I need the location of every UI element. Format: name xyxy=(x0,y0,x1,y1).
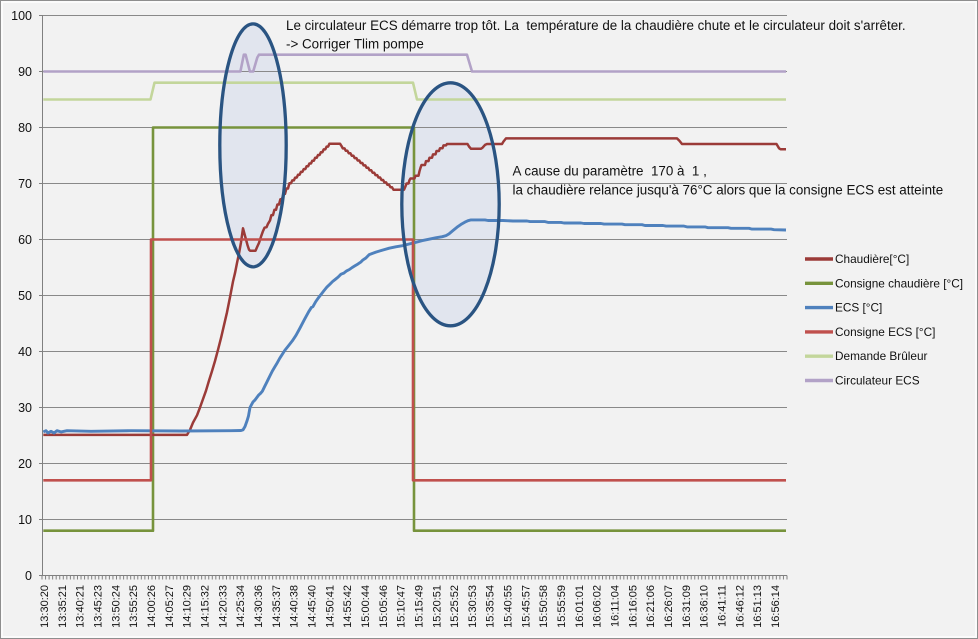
svg-text:14:00:26: 14:00:26 xyxy=(146,585,158,628)
svg-text:16:06:02: 16:06:02 xyxy=(592,585,604,628)
svg-text:Demande Brûleur: Demande Brûleur xyxy=(835,349,928,363)
svg-text:15:00:44: 15:00:44 xyxy=(360,585,372,628)
svg-text:15:35:54: 15:35:54 xyxy=(485,585,497,628)
svg-text:16:46:12: 16:46:12 xyxy=(734,585,746,628)
svg-text:16:51:13: 16:51:13 xyxy=(752,585,764,628)
svg-text:16:56:14: 16:56:14 xyxy=(770,585,782,628)
svg-text:30: 30 xyxy=(18,401,32,415)
svg-text:13:35:21: 13:35:21 xyxy=(57,585,69,628)
svg-text:Consigne chaudière [°C]: Consigne chaudière [°C] xyxy=(835,276,963,290)
svg-text:16:36:10: 16:36:10 xyxy=(699,585,711,628)
svg-text:0: 0 xyxy=(25,569,32,583)
svg-text:13:40:21: 13:40:21 xyxy=(75,585,87,628)
svg-text:15:15:49: 15:15:49 xyxy=(413,585,425,628)
svg-text:20: 20 xyxy=(18,457,32,471)
svg-text:Le circulateur ECS démarre tro: Le circulateur ECS démarre trop tôt. La … xyxy=(286,18,906,33)
svg-text:15:10:47: 15:10:47 xyxy=(396,585,408,628)
svg-text:16:31:09: 16:31:09 xyxy=(681,585,693,628)
svg-text:15:50:58: 15:50:58 xyxy=(538,585,550,628)
svg-text:13:30:20: 13:30:20 xyxy=(39,585,51,628)
svg-text:14:30:36: 14:30:36 xyxy=(253,585,265,628)
svg-text:la chaudière relance jusqu'à 7: la chaudière relance jusqu'à 76°C alors … xyxy=(513,183,944,198)
svg-text:14:10:29: 14:10:29 xyxy=(182,585,194,628)
svg-text:50: 50 xyxy=(18,289,32,303)
svg-text:13:45:23: 13:45:23 xyxy=(93,585,105,628)
svg-text:Circulateur ECS: Circulateur ECS xyxy=(835,374,920,388)
svg-text:A cause du paramètre 170 à 1: A cause du paramètre 170 à 1 , xyxy=(513,164,707,179)
svg-text:15:25:52: 15:25:52 xyxy=(449,585,461,628)
svg-text:16:26:07: 16:26:07 xyxy=(663,585,675,628)
svg-text:14:55:42: 14:55:42 xyxy=(342,585,354,628)
svg-text:16:21:06: 16:21:06 xyxy=(645,585,657,628)
svg-text:100: 100 xyxy=(11,9,32,23)
svg-text:Chaudière[°C]: Chaudière[°C] xyxy=(835,252,909,266)
svg-text:14:40:38: 14:40:38 xyxy=(289,585,301,628)
svg-text:Consigne ECS [°C]: Consigne ECS [°C] xyxy=(835,325,935,339)
svg-text:14:05:27: 14:05:27 xyxy=(164,585,176,628)
svg-text:16:01:01: 16:01:01 xyxy=(574,585,586,628)
svg-text:15:30:53: 15:30:53 xyxy=(467,585,479,628)
svg-text:80: 80 xyxy=(18,121,32,135)
svg-text:14:25:34: 14:25:34 xyxy=(235,585,247,628)
svg-text:60: 60 xyxy=(18,233,32,247)
svg-text:15:40:55: 15:40:55 xyxy=(503,585,515,628)
svg-text:14:45:40: 14:45:40 xyxy=(306,585,318,628)
svg-text:16:16:05: 16:16:05 xyxy=(627,585,639,628)
svg-text:15:55:59: 15:55:59 xyxy=(556,585,568,628)
svg-text:10: 10 xyxy=(18,513,32,527)
svg-text:16:41:11: 16:41:11 xyxy=(717,585,729,627)
svg-text:15:20:51: 15:20:51 xyxy=(431,585,443,628)
svg-text:40: 40 xyxy=(18,345,32,359)
svg-text:-> Corriger Tlim pompe: -> Corriger Tlim pompe xyxy=(286,37,424,52)
svg-text:70: 70 xyxy=(18,177,32,191)
svg-text:13:55:25: 13:55:25 xyxy=(128,585,140,628)
svg-text:16:11:04: 16:11:04 xyxy=(610,585,622,627)
svg-text:15:05:46: 15:05:46 xyxy=(378,585,390,628)
svg-text:90: 90 xyxy=(18,65,32,79)
svg-text:ECS [°C]: ECS [°C] xyxy=(835,301,882,315)
svg-text:14:20:33: 14:20:33 xyxy=(217,585,229,628)
svg-text:14:50:41: 14:50:41 xyxy=(324,585,336,628)
svg-text:13:50:24: 13:50:24 xyxy=(110,585,122,628)
svg-text:15:45:57: 15:45:57 xyxy=(520,585,532,628)
svg-text:14:35:37: 14:35:37 xyxy=(271,585,283,628)
svg-text:14:15:32: 14:15:32 xyxy=(200,585,212,628)
